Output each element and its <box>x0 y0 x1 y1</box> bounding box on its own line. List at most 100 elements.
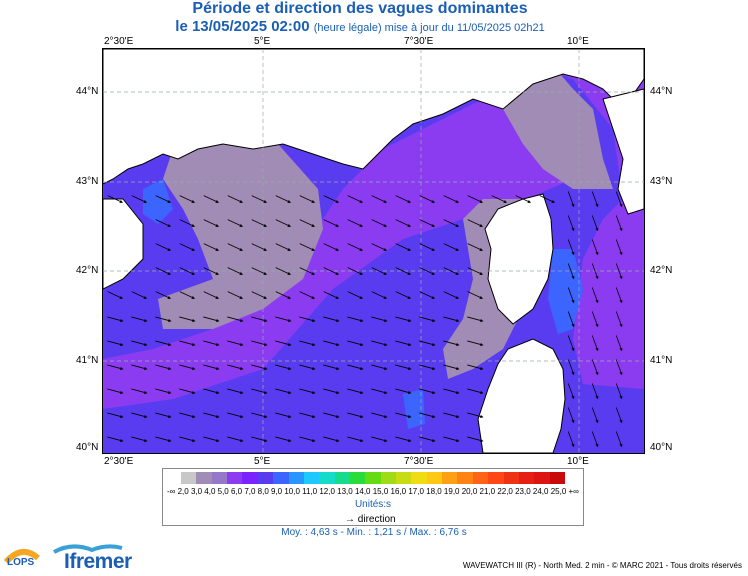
direction-arrow <box>347 340 364 346</box>
direction-arrow <box>203 364 220 370</box>
direction-arrow <box>227 316 244 322</box>
direction-arrow <box>591 407 599 424</box>
direction-arrow <box>615 383 623 400</box>
direction-arrow <box>155 219 171 227</box>
direction-arrow <box>443 436 460 442</box>
direction-arrow <box>467 340 484 346</box>
direction-arrow <box>467 436 484 442</box>
direction-arrow <box>131 412 148 418</box>
lat-label-left: 42°N <box>76 265 99 276</box>
direction-arrow <box>299 388 316 394</box>
colorbar-tick-label: 12,0 <box>319 487 335 496</box>
colorbar-tick-label: 13,0 <box>337 487 353 496</box>
direction-arrow <box>227 364 244 370</box>
direction-arrow <box>591 311 599 328</box>
direction-arrow <box>419 364 436 370</box>
wave-period-map[interactable] <box>102 48 645 454</box>
direction-arrow <box>299 316 316 322</box>
direction-arrow <box>443 364 460 370</box>
colorbar-tick-label: 23,0 <box>515 487 531 496</box>
direction-arrow <box>591 287 599 304</box>
direction-arrow <box>371 291 387 299</box>
direction-arrow <box>275 243 291 251</box>
direction-arrow <box>227 412 244 418</box>
land-west-coast <box>103 198 144 290</box>
direction-arrow <box>395 195 411 203</box>
direction-arrow <box>467 243 483 251</box>
colorbar-swatch <box>457 472 473 484</box>
direction-arrow <box>615 287 623 304</box>
direction-arrow <box>467 195 483 203</box>
direction-arrow <box>371 316 388 322</box>
direction-arrow <box>155 291 171 299</box>
direction-arrow <box>179 267 195 275</box>
direction-arrow <box>615 239 623 256</box>
direction-arrow <box>395 267 411 275</box>
direction-arrow <box>251 340 268 346</box>
colorbar-tick-label: +∞ <box>568 487 579 496</box>
direction-arrow <box>467 364 484 370</box>
land-italy <box>602 88 644 215</box>
direction-arrow <box>107 388 124 394</box>
lat-label-right: 40°N <box>650 442 673 453</box>
lat-label-left: 43°N <box>76 176 99 187</box>
direction-arrow <box>131 388 148 394</box>
colorbar-swatch <box>273 472 289 484</box>
stats-line: Moy. : 4,63 s - Min. : 1,21 s / Max. : 6… <box>281 527 467 538</box>
colorbar-swatch <box>534 472 550 484</box>
direction-arrow <box>179 412 196 418</box>
direction-arrow <box>615 263 623 280</box>
map-canvas <box>103 49 644 453</box>
colorbar-tick-label: 14,0 <box>354 487 371 496</box>
direction-arrow <box>347 388 364 394</box>
lops-logo: LOPS <box>4 549 40 568</box>
colorbar-tick-label: 2,0 <box>177 487 189 496</box>
lon-label-bottom: 7°30'E <box>404 456 434 467</box>
map-title: Période et direction des vagues dominant… <box>192 0 528 17</box>
direction-arrow <box>275 291 291 299</box>
land-mainland <box>103 49 644 185</box>
period-colorbar: -∞ 2,0 3,0 4,0 5,0 6,0 7,0 8,0 9,0 10,0 11,0 12,0 13… <box>162 468 584 526</box>
colorbar-tick-label: 24,0 <box>532 487 549 496</box>
direction-arrow <box>443 243 459 251</box>
direction-arrow <box>179 219 195 227</box>
colorbar-swatch <box>319 472 335 484</box>
colorbar-swatch <box>411 472 427 484</box>
direction-arrow <box>419 388 436 394</box>
colorbar-swatch <box>242 472 258 484</box>
direction-arrow <box>179 291 195 299</box>
direction-arrow <box>203 243 219 251</box>
direction-arrow <box>591 263 599 280</box>
colorbar-swatch <box>181 472 197 484</box>
colorbar-tick-label: 9,0 <box>271 487 283 496</box>
colorbar-tick-label: 25,0 <box>550 487 567 496</box>
colorbar-swatch <box>503 472 519 484</box>
direction-arrow <box>323 195 339 203</box>
direction-arrow <box>179 436 196 442</box>
direction-arrow <box>179 243 195 251</box>
direction-arrow <box>203 436 220 442</box>
direction-arrow <box>275 219 291 227</box>
direction-arrow <box>299 267 315 275</box>
colorbar-tick-label: 18,0 <box>426 487 442 496</box>
direction-arrow <box>299 291 315 299</box>
direction-arrow <box>251 436 268 442</box>
direction-arrow <box>203 388 220 394</box>
direction-arrow <box>179 195 195 203</box>
direction-arrow <box>443 388 460 394</box>
direction-arrow <box>107 291 123 299</box>
direction-arrow <box>251 316 268 322</box>
ifremer-logo-wave-icon <box>53 544 123 554</box>
forecast-date: le 13/05/2025 02:00 <box>175 18 310 35</box>
direction-arrow <box>155 267 171 275</box>
colorbar-tick-label: 20,0 <box>461 487 478 496</box>
direction-arrow <box>107 364 124 370</box>
direction-arrow <box>395 340 412 346</box>
direction-arrow <box>203 412 220 418</box>
colorbar-tick-label: 21,0 <box>479 487 496 496</box>
direction-arrow <box>251 267 267 275</box>
direction-arrow <box>251 219 267 227</box>
direction-label: direction <box>357 514 396 525</box>
direction-arrow <box>227 267 243 275</box>
direction-arrow <box>203 219 219 227</box>
